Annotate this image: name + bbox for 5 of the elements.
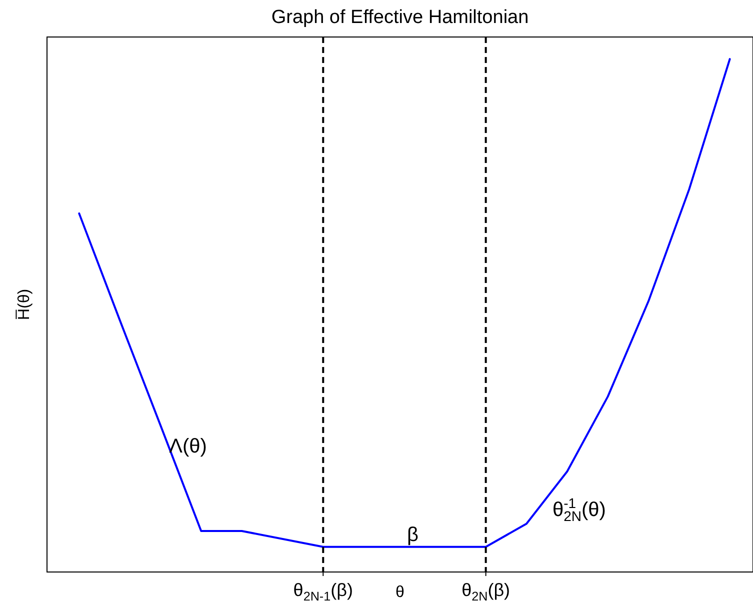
y-axis-title: H̅(θ)	[15, 288, 33, 320]
annotation: β	[406, 524, 418, 546]
chart-title: Graph of Effective Hamiltonian	[271, 7, 529, 28]
x-axis-title: θ	[396, 584, 405, 601]
annotation: Λ(θ)	[169, 436, 207, 458]
